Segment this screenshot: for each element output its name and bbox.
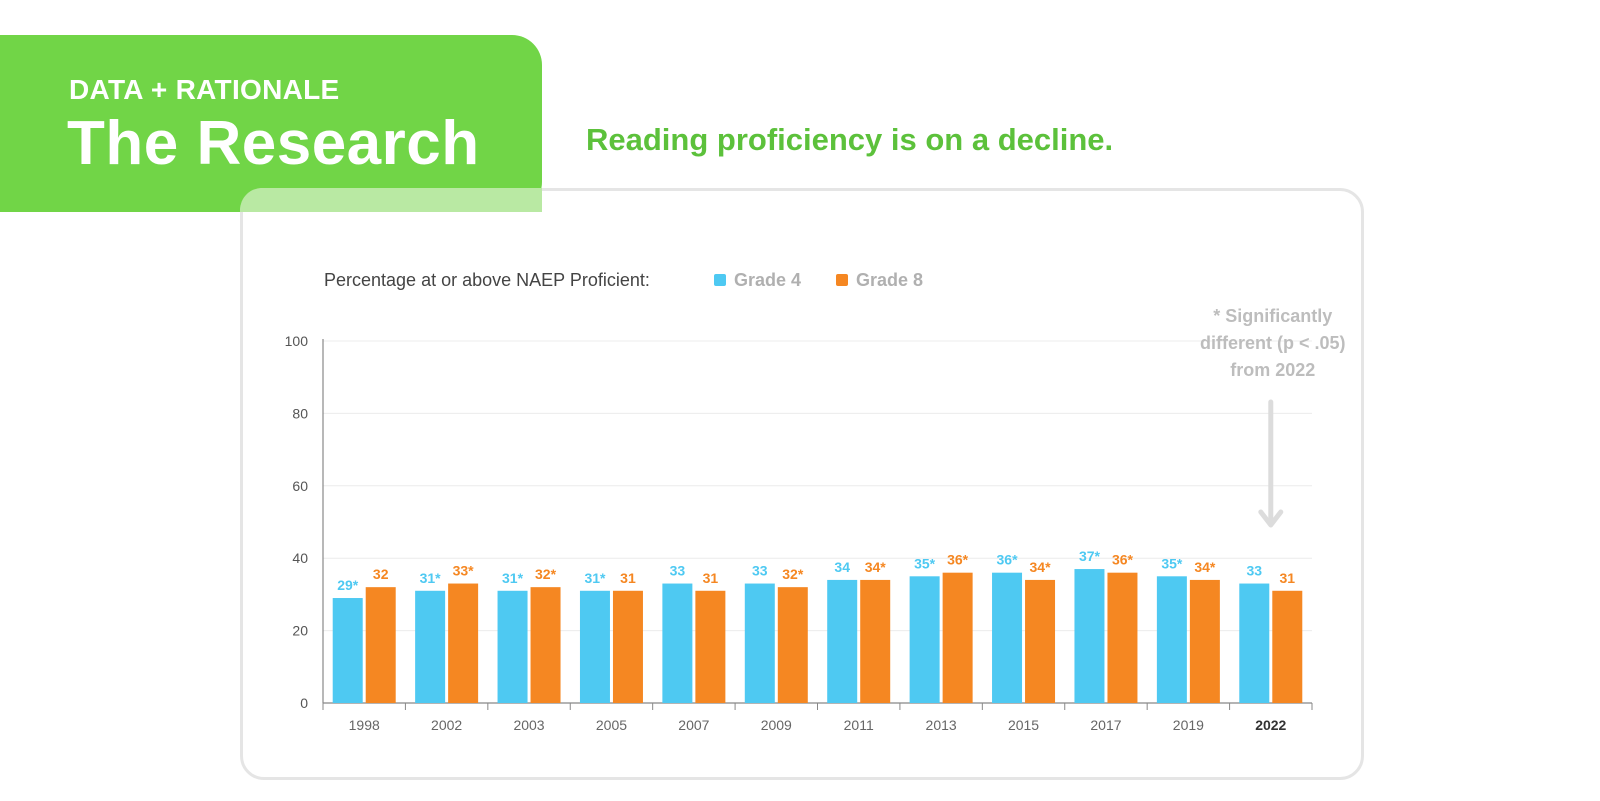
data-label: 33* (453, 563, 475, 579)
bar-grade-4 (497, 590, 528, 703)
x-tick-label: 2019 (1173, 717, 1204, 733)
bar-grade-4 (1074, 569, 1105, 703)
bar-grade-4 (992, 572, 1023, 703)
bar-grade-8 (448, 583, 479, 703)
data-label: 36* (997, 552, 1019, 568)
x-tick-label: 2002 (431, 717, 462, 733)
legend-swatch-grade-8 (836, 274, 848, 286)
y-tick-label: 100 (285, 333, 309, 349)
data-label: 32* (535, 566, 557, 582)
data-label: 31* (420, 570, 442, 586)
chart-headline: Reading proficiency is on a decline. (586, 122, 1114, 157)
legend-swatch-grade-4 (714, 274, 726, 286)
x-tick-label: 2003 (513, 717, 544, 733)
chart-card (240, 188, 1364, 780)
bar-grade-8 (365, 587, 396, 703)
bar-grade-8 (530, 587, 561, 703)
bar-grade-8 (1272, 590, 1303, 703)
x-tick-label: 2015 (1008, 717, 1039, 733)
data-label: 33 (752, 563, 768, 579)
bar-grade-4 (579, 590, 610, 703)
x-tick-label: 1998 (349, 717, 380, 733)
y-tick-label: 80 (292, 405, 308, 421)
data-label: 34 (834, 559, 850, 575)
annotation-text: from 2022 (1230, 360, 1315, 380)
data-label: 33 (670, 563, 686, 579)
bar-grade-4 (744, 583, 775, 703)
data-label: 29* (337, 577, 359, 593)
legend-label: Grade 4 (734, 270, 801, 290)
data-label: 35* (1161, 555, 1183, 571)
legend-label: Grade 8 (856, 270, 923, 290)
data-label: 34* (865, 559, 887, 575)
bar-grade-4 (827, 579, 858, 703)
bar-grade-4 (1156, 576, 1187, 703)
annotation-text: * Significantly (1213, 306, 1332, 326)
bar-grade-4 (662, 583, 693, 703)
bar-grade-8 (777, 587, 808, 703)
bar-grade-8 (695, 590, 726, 703)
data-label: 35* (914, 555, 936, 571)
x-tick-label: 2022 (1255, 717, 1286, 733)
data-label: 34* (1194, 559, 1216, 575)
data-label: 37* (1079, 548, 1101, 564)
y-tick-label: 40 (292, 550, 308, 566)
data-label: 31* (502, 570, 524, 586)
x-tick-label: 2009 (761, 717, 792, 733)
data-label: 36* (947, 552, 969, 568)
data-label: 31 (1280, 570, 1296, 586)
bar-grade-8 (1025, 579, 1056, 703)
bar-grade-8 (860, 579, 891, 703)
bar-grade-8 (1189, 579, 1220, 703)
y-tick-label: 0 (300, 695, 308, 711)
page-title: The Research (67, 109, 480, 178)
x-tick-label: 2013 (926, 717, 957, 733)
y-tick-label: 20 (292, 623, 308, 639)
legend-title: Percentage at or above NAEP Proficient: (324, 270, 650, 290)
data-label: 36* (1112, 552, 1134, 568)
annotation-arrow-head (1258, 509, 1284, 528)
section-kicker: DATA + RATIONALE (69, 74, 340, 105)
bar-grade-4 (1239, 583, 1270, 703)
bar-grade-4 (415, 590, 446, 703)
data-label: 31 (620, 570, 636, 586)
annotation-text: different (p < .05) (1200, 333, 1346, 353)
data-label: 32 (373, 566, 389, 582)
x-tick-label: 2017 (1090, 717, 1121, 733)
y-tick-label: 60 (292, 478, 308, 494)
bar-grade-8 (612, 590, 643, 703)
data-label: 31* (584, 570, 606, 586)
header-block (0, 35, 542, 212)
data-label: 34* (1030, 559, 1052, 575)
bar-grade-4 (909, 576, 940, 703)
x-tick-label: 2007 (678, 717, 709, 733)
x-tick-label: 2005 (596, 717, 627, 733)
bar-grade-8 (1107, 572, 1138, 703)
data-label: 31 (703, 570, 719, 586)
data-label: 33 (1247, 563, 1263, 579)
card-header-overlap (240, 188, 542, 212)
x-tick-label: 2011 (844, 717, 874, 733)
bar-grade-8 (942, 572, 973, 703)
bar-grade-4 (332, 598, 363, 703)
data-label: 32* (782, 566, 804, 582)
